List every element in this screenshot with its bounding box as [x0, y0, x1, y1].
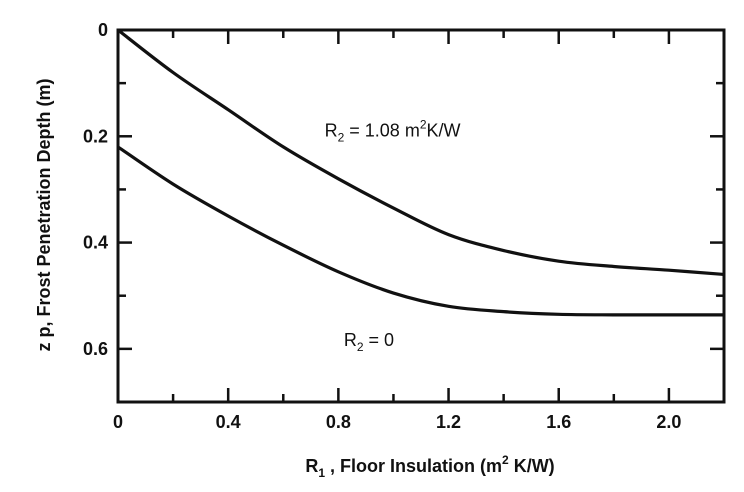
x-tick-label: 2.0	[656, 412, 681, 432]
annotation-r2-zero: R2 = 0	[344, 330, 394, 354]
x-tick-label: 1.2	[436, 412, 461, 432]
series-line-r2-zero	[117, 145, 724, 317]
y-tick-label: 0.4	[83, 233, 108, 253]
x-axis-label: R1 , Floor Insulation (m2 K/W)	[305, 453, 554, 480]
axis-ticks	[116, 28, 726, 404]
tick-labels: 0 0.4 0.8 1.2 1.6 2.0 0 0.2 0.4 0.6	[83, 20, 681, 432]
plot-border	[116, 28, 726, 404]
y-tick-label: 0.6	[83, 339, 108, 359]
x-tick-label: 0.8	[326, 412, 351, 432]
y-axis-label: z p, Frost Penetration Depth (m)	[34, 78, 54, 351]
y-tick-label: 0.2	[83, 126, 108, 146]
annotation-r2-108: R2 = 1.08 m2K/W	[325, 117, 461, 144]
x-tick-label: 1.6	[546, 412, 571, 432]
x-tick-label: 0.4	[216, 412, 241, 432]
y-tick-label: 0	[98, 20, 108, 40]
plot-frame	[116, 28, 726, 404]
series-line-r2-108	[117, 28, 725, 277]
series-lines	[117, 28, 725, 317]
x-tick-label: 0	[113, 412, 123, 432]
